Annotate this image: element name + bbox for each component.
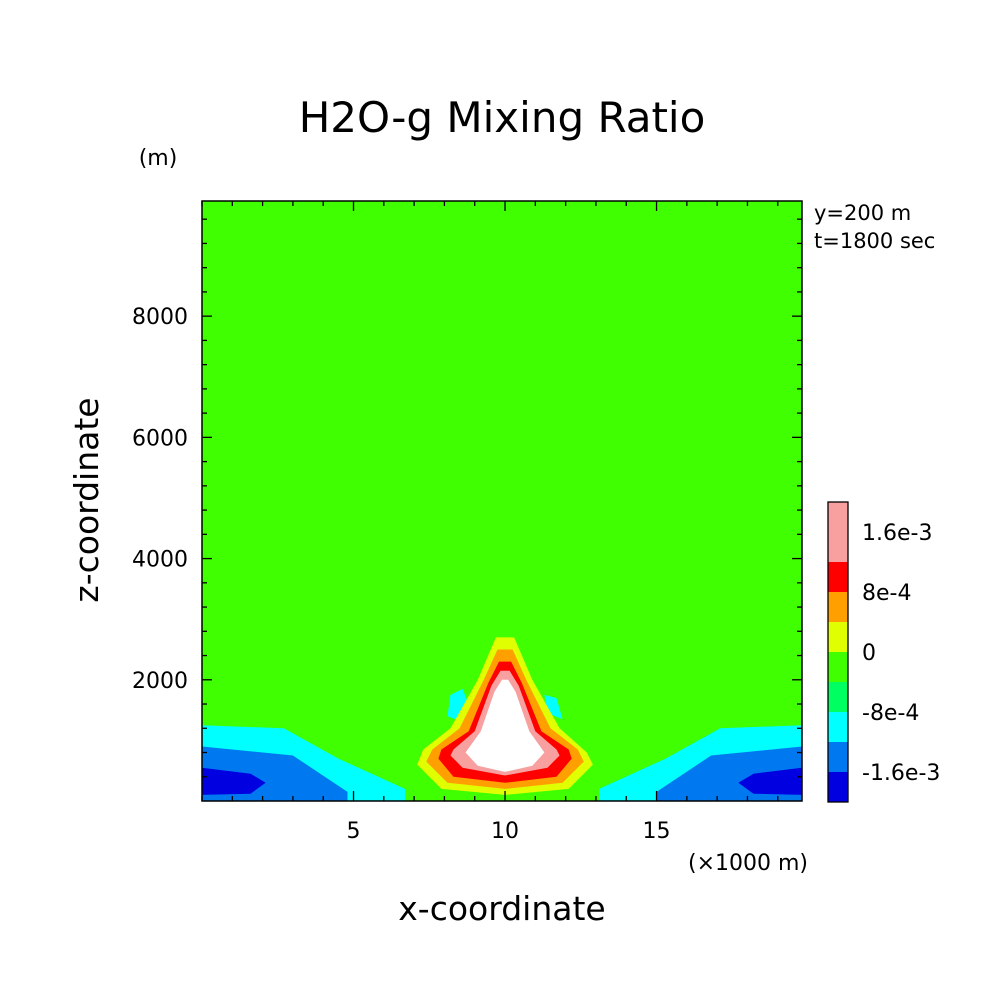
contour-anomaly-slightly-positive-left-lobe	[202, 610, 339, 698]
contour-anomaly-slightly-positive-right-lobe	[665, 610, 802, 698]
colorbar-bin	[828, 562, 848, 592]
y-tick-label: 8000	[132, 305, 188, 330]
x-tick-label: 10	[491, 819, 519, 844]
colorbar-frame	[827, 501, 849, 803]
axis-ticks	[201, 201, 802, 801]
colorbar-bin	[828, 532, 848, 562]
colorbar-bin	[828, 742, 848, 772]
colorbar-bin	[828, 622, 848, 652]
y-unit-label: (m)	[139, 146, 178, 171]
x-axis-label: x-coordinate	[398, 889, 605, 928]
colorbar-label: 1.6e-3	[862, 521, 932, 546]
x-tick-label: 5	[347, 819, 361, 844]
contour-anomaly-slightly-positive	[202, 201, 802, 626]
contour-anomaly-negative-strong-left	[202, 767, 266, 795]
colorbar-bin	[828, 652, 848, 682]
colorbar-label: 8e-4	[862, 581, 911, 606]
axis-tick-labels: 5 10 15 2000 4000 6000 8000	[132, 305, 671, 844]
x-tick-label: 15	[643, 819, 671, 844]
contour-anomaly-peak	[465, 679, 545, 772]
y-tick-label: 6000	[132, 426, 188, 451]
x-unit-label: (×1000 m)	[688, 851, 808, 876]
annotation-y: y=200 m	[814, 201, 911, 225]
y-tick-label: 4000	[132, 548, 188, 573]
colorbar-bin	[828, 712, 848, 742]
colorbar-bin	[828, 772, 848, 802]
contour-anomaly-negative-strong-right	[738, 767, 802, 795]
colorbar-label: 0	[862, 641, 876, 666]
colorbar-bin	[828, 682, 848, 712]
colorbar-bin	[828, 592, 848, 622]
y-tick-label: 2000	[132, 669, 188, 694]
colorbar: 1.6e-3 8e-4 0 -8e-4 -1.6e-3	[827, 501, 940, 803]
chart-title: H2O-g Mixing Ratio	[299, 93, 706, 142]
y-axis-label: z-coordinate	[67, 397, 106, 602]
colorbar-label: -8e-4	[862, 701, 919, 726]
colorbar-label: -1.6e-3	[862, 761, 940, 786]
colorbar-bin	[828, 502, 848, 532]
annotation-t: t=1800 sec	[814, 229, 935, 253]
plot-frame	[201, 200, 803, 802]
contour-regions	[202, 201, 802, 801]
